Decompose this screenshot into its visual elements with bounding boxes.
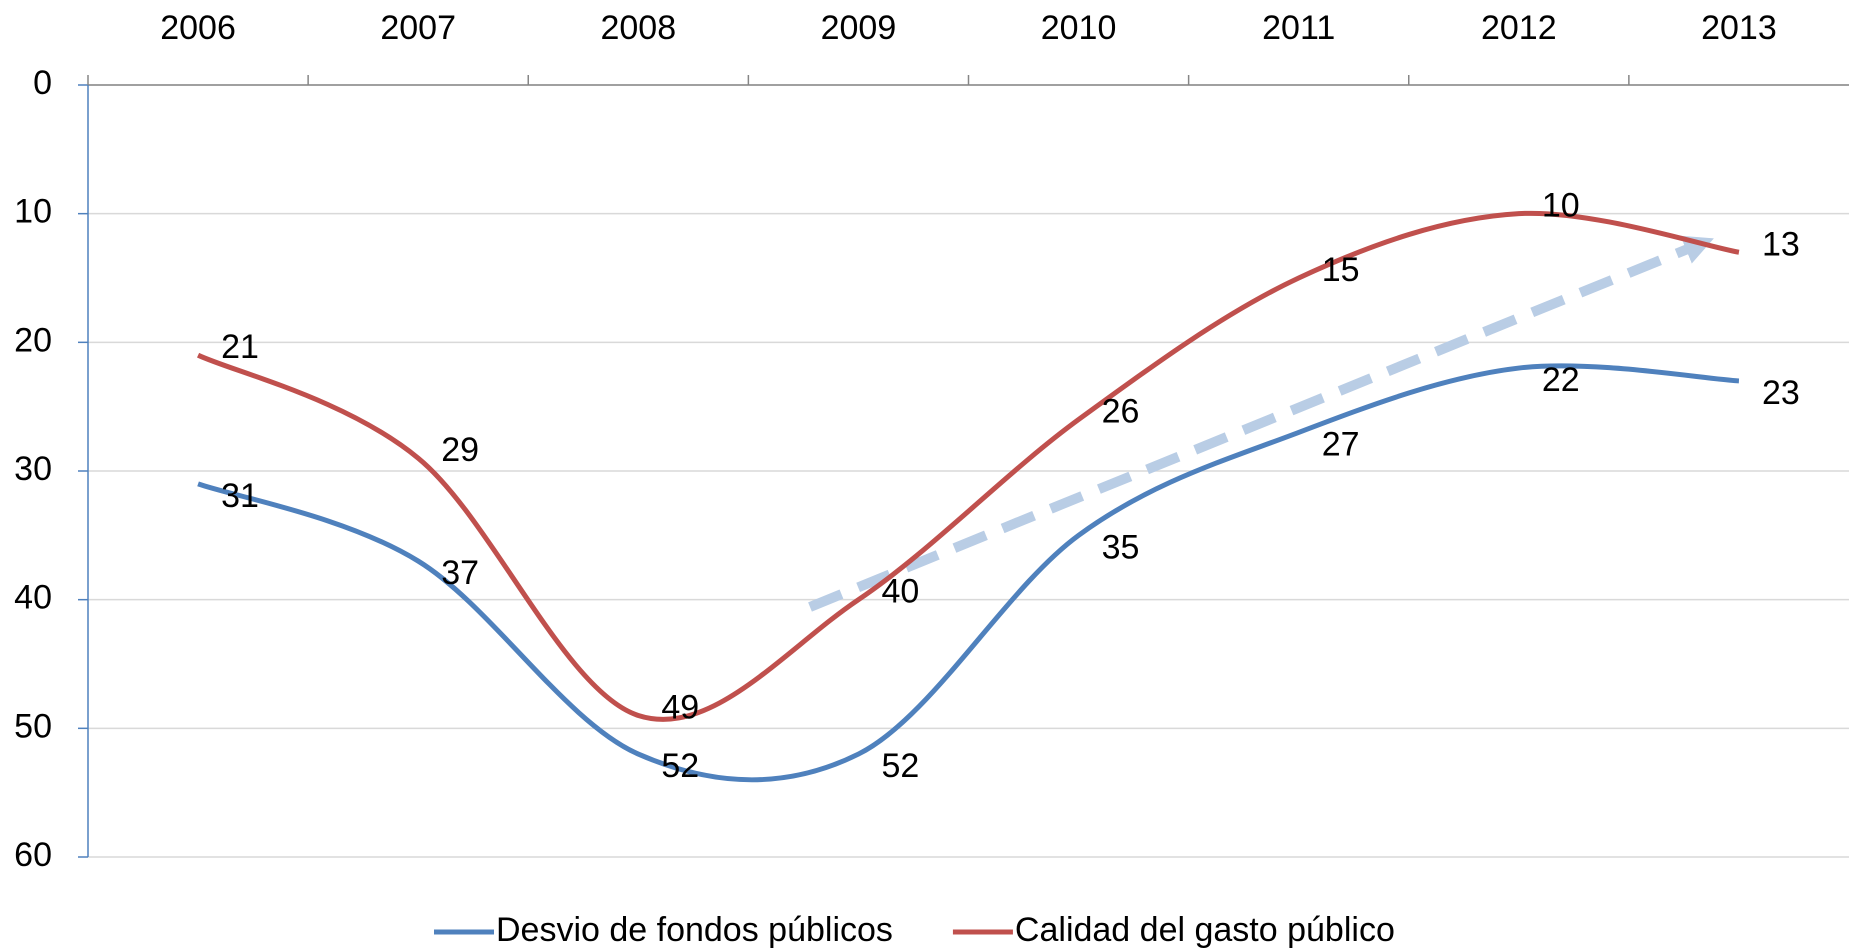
data-label: 22: [1542, 361, 1580, 399]
grid: [88, 84, 1849, 858]
x-tick-label: 2011: [1262, 9, 1335, 47]
data-label: 37: [441, 554, 479, 592]
x-tick-label: 2010: [1041, 9, 1117, 47]
data-label: 15: [1322, 251, 1360, 289]
x-tick-label: 2012: [1481, 9, 1557, 47]
data-label: 35: [1102, 528, 1140, 566]
legend-label: Desvio de fondos públicos: [496, 911, 893, 949]
series-line: [197, 363, 1740, 783]
data-label: 52: [661, 747, 699, 785]
y-tick-label: 40: [14, 579, 52, 617]
data-label: 27: [1322, 425, 1360, 463]
x-tick-label: 2013: [1701, 9, 1777, 47]
y-tick-label: 60: [14, 836, 52, 874]
x-tick-label: 2007: [380, 9, 456, 47]
y-tick-label: 10: [14, 193, 52, 231]
data-label: 21: [221, 328, 259, 366]
data-label: 26: [1102, 393, 1140, 431]
y-tick-label: 20: [14, 321, 52, 359]
data-label: 31: [221, 477, 259, 515]
data-label: 13: [1762, 225, 1800, 263]
data-label: 29: [441, 431, 479, 469]
legend-label: Calidad del gasto público: [1015, 911, 1395, 949]
y-tick-label: 30: [14, 450, 52, 488]
data-label: 49: [661, 688, 699, 726]
x-tick-label: 2008: [600, 9, 676, 47]
trend-arrow: [808, 235, 1714, 612]
y-tick-label: 0: [33, 64, 52, 102]
x-tick-label: 2006: [160, 9, 236, 47]
x-tick-label: 2009: [821, 9, 897, 47]
data-label: 10: [1542, 187, 1580, 225]
series-line: [197, 210, 1740, 722]
data-label: 52: [882, 747, 920, 785]
y-tick-label: 50: [14, 707, 52, 745]
data-label: 23: [1762, 374, 1800, 412]
data-label: 40: [882, 573, 920, 611]
